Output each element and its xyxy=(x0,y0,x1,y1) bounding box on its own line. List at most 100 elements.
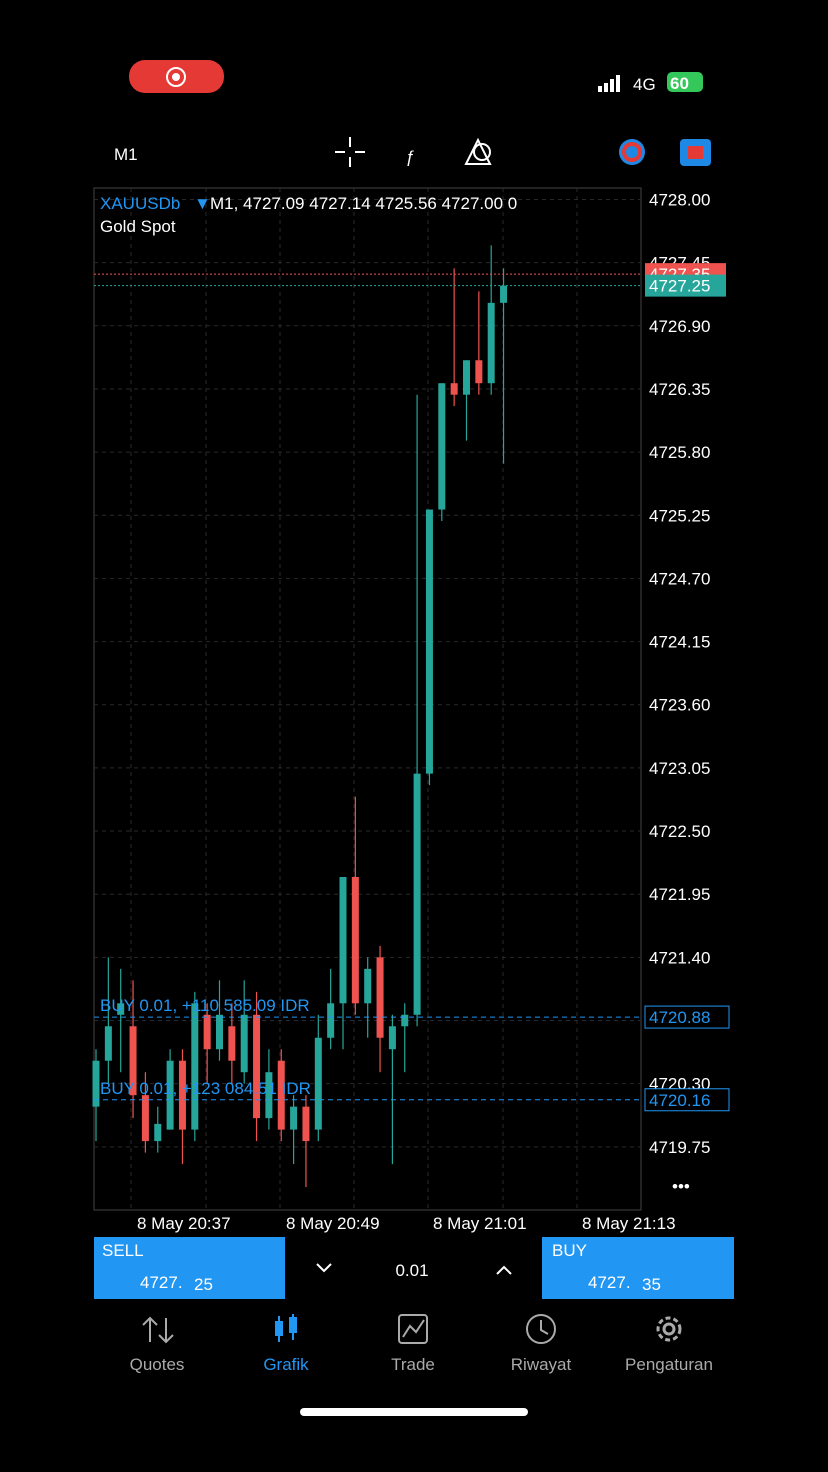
candle-body xyxy=(129,1026,137,1096)
candle-body xyxy=(178,1060,186,1130)
position-label: 4720.16 xyxy=(649,1091,710,1110)
crosshair-icon[interactable] xyxy=(335,137,365,167)
candle-body xyxy=(302,1106,310,1142)
y-tick-label: 4726.90 xyxy=(649,317,710,336)
y-tick-label: 4725.25 xyxy=(649,506,710,525)
candle-body xyxy=(191,1003,199,1130)
buy-button[interactable] xyxy=(542,1237,734,1299)
candle-body xyxy=(203,1014,211,1050)
position-label-box xyxy=(644,1088,730,1112)
bid-label-box xyxy=(645,274,726,297)
nav-tab[interactable]: Grafik xyxy=(263,1355,309,1374)
more-button[interactable]: ••• xyxy=(672,1177,690,1196)
candle-body xyxy=(141,1095,149,1142)
volume-decrease[interactable] xyxy=(316,1263,332,1273)
volume[interactable]: 0.01 xyxy=(395,1261,428,1280)
y-tick-label: 4725.80 xyxy=(649,443,710,462)
history-icon xyxy=(526,1314,556,1344)
bid-label: 4727.25 xyxy=(649,277,710,296)
y-tick-label: 4719.75 xyxy=(649,1138,710,1157)
candle-body xyxy=(475,360,483,384)
candle-body xyxy=(425,509,433,774)
chart-frame xyxy=(93,187,642,1211)
position-label: 4720.88 xyxy=(649,1008,710,1027)
record-icon xyxy=(166,67,186,87)
candle-body xyxy=(339,876,347,1004)
x-tick-label: 8 May 21:13 xyxy=(582,1214,676,1233)
y-tick-label: 4723.60 xyxy=(649,696,710,715)
symbol-dropdown[interactable]: ▼ xyxy=(194,194,211,213)
network: 4G xyxy=(633,75,656,94)
candle-body xyxy=(104,1026,112,1061)
nav-tab[interactable]: Riwayat xyxy=(511,1355,572,1374)
trade-nav-icon xyxy=(398,1314,428,1344)
symbol-info: M1, 4727.09 4727.14 4725.56 4727.00 0 xyxy=(210,194,517,213)
y-tick-label: 4724.70 xyxy=(649,569,710,588)
candle-body xyxy=(117,1003,125,1015)
sell-button[interactable] xyxy=(94,1237,285,1299)
candle-body xyxy=(166,1060,174,1130)
sell-label: SELL xyxy=(102,1241,144,1260)
nav-tab[interactable]: Pengaturan xyxy=(625,1355,713,1374)
candle-body xyxy=(463,360,470,395)
buy-label: BUY xyxy=(552,1241,587,1260)
symbol[interactable]: XAUUSDb xyxy=(100,194,180,213)
x-tick-label: 8 May 21:01 xyxy=(433,1214,527,1233)
y-tick-label: 4726.35 xyxy=(649,380,710,399)
y-tick-label: 4721.95 xyxy=(649,885,710,904)
candle-body xyxy=(228,1026,236,1061)
candle-body xyxy=(388,1026,396,1050)
candle-body xyxy=(413,773,421,1015)
candle-body xyxy=(401,1014,409,1027)
one-click-ring xyxy=(622,142,642,162)
position-text[interactable]: BUY 0.01, +123 084.51 IDR xyxy=(100,1079,311,1098)
timeframe[interactable]: M1 xyxy=(114,145,138,164)
candle-body xyxy=(277,1060,285,1130)
buy-price-pips: 35 xyxy=(642,1275,661,1294)
signal-icon xyxy=(598,75,620,92)
plot: 4728.004727.454726.904726.354725.804725.… xyxy=(92,190,730,1233)
volume-increase[interactable] xyxy=(496,1265,512,1275)
candle-body xyxy=(450,383,458,395)
quotes-icon xyxy=(142,1316,174,1344)
chart-icon xyxy=(275,1314,297,1342)
home-indicator xyxy=(300,1408,528,1416)
y-tick-label: 4724.15 xyxy=(649,633,710,652)
objects-icon[interactable] xyxy=(464,137,492,165)
record-dot xyxy=(172,73,180,81)
candle-body xyxy=(438,383,446,510)
candle-body xyxy=(92,1060,100,1107)
position-text[interactable]: BUY 0.01, +110 585.09 IDR xyxy=(100,996,310,1015)
candle-body xyxy=(216,1014,223,1050)
nav-tab[interactable]: Quotes xyxy=(130,1355,185,1374)
candle-body xyxy=(351,876,359,1004)
position-label-box xyxy=(644,1005,730,1029)
x-tick-label: 8 May 20:37 xyxy=(137,1214,231,1233)
indicators-icon[interactable]: ƒ xyxy=(405,147,414,166)
nav-tab[interactable]: Trade xyxy=(391,1355,435,1374)
candle-body xyxy=(154,1123,162,1142)
settings-icon xyxy=(656,1316,682,1342)
candle-body xyxy=(314,1037,322,1130)
battery xyxy=(667,72,703,92)
sell-price-pips: 25 xyxy=(194,1275,213,1294)
nav-bar: Quotes Grafik Trade Riwayat Pengaturan xyxy=(130,1355,713,1374)
sell-price-main: 4727. xyxy=(140,1273,183,1292)
y-tick-label: 4723.05 xyxy=(649,759,710,778)
candle-body xyxy=(265,1072,273,1119)
y-tick-label: 4722.50 xyxy=(649,822,710,841)
candle-body xyxy=(253,1014,261,1119)
battery-level: 60 xyxy=(670,74,689,93)
candle-body xyxy=(327,1003,335,1038)
x-tick-label: 8 May 20:49 xyxy=(286,1214,380,1233)
candle-body xyxy=(364,968,372,1004)
trade-icon-inner xyxy=(688,146,703,159)
candle-body xyxy=(376,957,384,1038)
buy-price-main: 4727. xyxy=(588,1273,631,1292)
y-tick-label: 4728.00 xyxy=(649,190,710,209)
candle-body xyxy=(500,285,508,303)
symbol-description: Gold Spot xyxy=(100,217,176,236)
candle-body xyxy=(240,1014,248,1073)
